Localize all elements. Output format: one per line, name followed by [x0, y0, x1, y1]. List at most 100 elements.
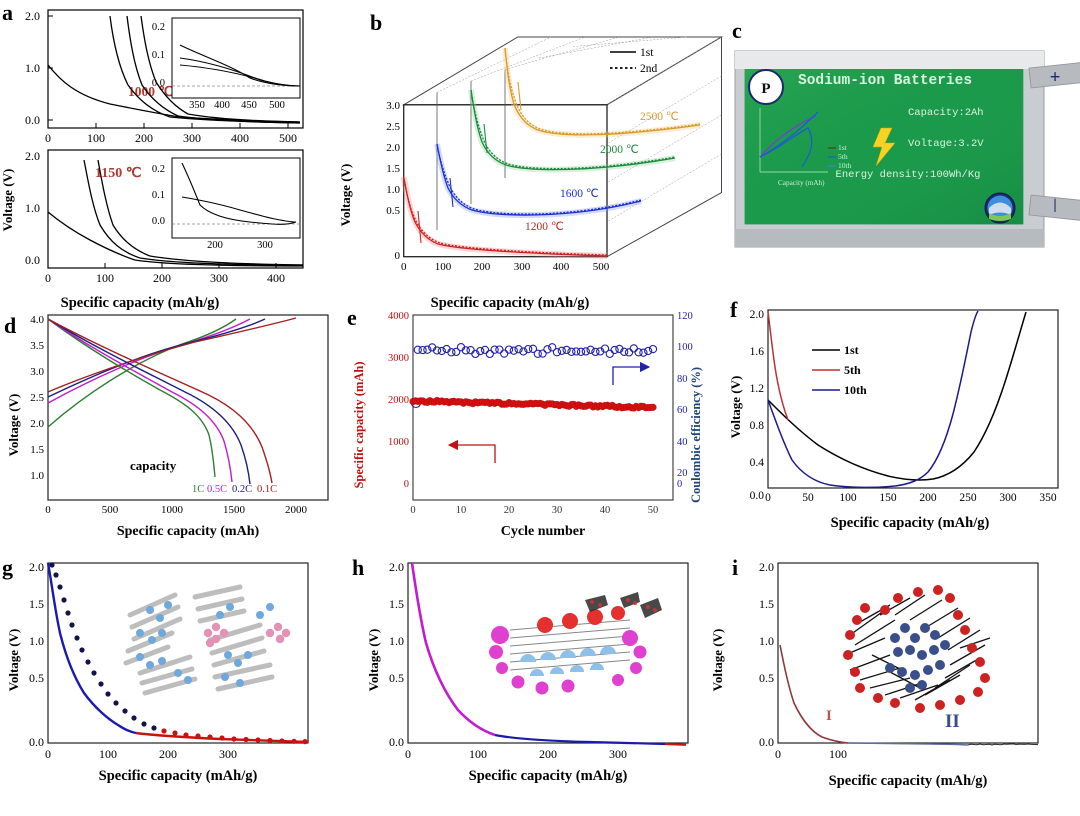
svg-text:Voltage (V): Voltage (V)	[730, 376, 743, 439]
svg-text:Coulombic efficiency (%): Coulombic efficiency (%)	[689, 367, 703, 503]
svg-text:d: d	[4, 313, 16, 338]
svg-text:0.5: 0.5	[759, 671, 774, 685]
svg-text:P: P	[761, 81, 770, 97]
svg-text:Energy density:100Wh/Kg: Energy density:100Wh/Kg	[836, 169, 981, 181]
svg-text:0.0: 0.0	[759, 735, 774, 749]
svg-text:2000: 2000	[388, 395, 409, 406]
svg-text:h: h	[352, 555, 364, 580]
svg-text:0: 0	[45, 504, 51, 516]
svg-text:1st: 1st	[844, 343, 859, 357]
svg-text:0: 0	[45, 747, 51, 761]
svg-text:100: 100	[435, 261, 452, 273]
svg-text:1.5: 1.5	[29, 597, 44, 611]
svg-text:Specific capacity (mAh/g): Specific capacity (mAh/g)	[431, 295, 590, 311]
svg-text:40: 40	[600, 505, 611, 516]
svg-text:200: 200	[474, 261, 491, 273]
svg-text:2.0: 2.0	[30, 418, 44, 430]
svg-text:400: 400	[553, 261, 570, 273]
svg-text:120: 120	[677, 311, 693, 322]
svg-text:0: 0	[405, 747, 411, 761]
svg-text:10th: 10th	[844, 383, 867, 397]
svg-text:20: 20	[677, 468, 688, 479]
svg-text:Sodium-ion Batteries: Sodium-ion Batteries	[798, 73, 972, 89]
svg-text:200: 200	[153, 271, 171, 285]
svg-text:0.4: 0.4	[750, 457, 765, 469]
svg-text:1st: 1st	[838, 143, 848, 152]
svg-text:400: 400	[267, 271, 285, 285]
svg-text:0.5: 0.5	[389, 671, 404, 685]
svg-text:Voltage (V): Voltage (V)	[6, 629, 21, 692]
svg-text:5th: 5th	[844, 363, 861, 377]
svg-text:1.0: 1.0	[389, 634, 404, 648]
svg-text:0: 0	[775, 747, 781, 761]
svg-text:60: 60	[677, 405, 688, 416]
svg-text:200: 200	[135, 131, 153, 145]
svg-text:+: +	[1050, 67, 1061, 88]
svg-text:0: 0	[45, 271, 51, 285]
svg-text:100: 100	[96, 271, 114, 285]
svg-text:0.2C: 0.2C	[232, 484, 252, 495]
svg-text:450: 450	[241, 100, 257, 111]
svg-text:200: 200	[919, 492, 937, 504]
svg-text:Capacity:2Ah: Capacity:2Ah	[908, 107, 984, 119]
svg-text:4.0: 4.0	[30, 314, 44, 326]
svg-text:1.0: 1.0	[25, 61, 40, 75]
svg-text:1.6: 1.6	[750, 346, 765, 358]
svg-text:1.0: 1.0	[25, 201, 40, 215]
svg-text:100: 100	[839, 492, 857, 504]
svg-text:500: 500	[279, 131, 297, 145]
svg-text:f: f	[730, 297, 738, 322]
svg-text:300: 300	[514, 261, 531, 273]
svg-text:Specific capacity (mAh/g): Specific capacity (mAh/g)	[99, 768, 258, 784]
svg-text:0.0: 0.0	[750, 490, 765, 502]
svg-text:0.0: 0.0	[29, 735, 44, 749]
svg-text:II: II	[945, 711, 960, 732]
svg-text:0: 0	[395, 250, 401, 262]
svg-text:3000: 3000	[388, 353, 409, 364]
svg-text:150: 150	[879, 492, 897, 504]
svg-text:g: g	[2, 555, 13, 580]
svg-text:0: 0	[677, 479, 682, 490]
svg-text:200: 200	[159, 747, 177, 761]
svg-text:1.5: 1.5	[389, 597, 404, 611]
svg-text:e: e	[347, 305, 357, 330]
svg-text:300: 300	[999, 492, 1017, 504]
svg-text:1.5: 1.5	[386, 163, 400, 175]
svg-text:Specific capacity (mAh/g): Specific capacity (mAh/g)	[829, 773, 988, 789]
svg-text:1600 ℃: 1600 ℃	[560, 188, 599, 200]
svg-text:3.5: 3.5	[30, 340, 44, 352]
svg-text:1.2: 1.2	[750, 383, 765, 395]
svg-text:Specific capacity (mAh): Specific capacity (mAh)	[117, 524, 260, 539]
svg-text:300: 300	[257, 240, 273, 251]
svg-text:2.0: 2.0	[29, 560, 44, 574]
svg-text:0.5C: 0.5C	[207, 484, 227, 495]
svg-text:i: i	[732, 555, 738, 580]
svg-text:Voltage (V): Voltage (V)	[6, 394, 21, 457]
svg-text:0.0: 0.0	[25, 113, 40, 127]
svg-text:Voltage (V): Voltage (V)	[710, 629, 725, 692]
svg-text:2nd: 2nd	[640, 63, 658, 75]
svg-text:Voltage:3.2V: Voltage:3.2V	[908, 138, 984, 150]
svg-text:2.5: 2.5	[30, 392, 44, 404]
svg-text:5th: 5th	[838, 152, 848, 161]
svg-text:1.0: 1.0	[29, 634, 44, 648]
svg-text:Voltage (V): Voltage (V)	[340, 164, 353, 227]
svg-text:80: 80	[677, 374, 688, 385]
svg-text:100: 100	[829, 747, 847, 761]
svg-text:300: 300	[609, 747, 627, 761]
svg-text:1.5: 1.5	[759, 597, 774, 611]
svg-text:c: c	[732, 18, 742, 43]
svg-text:400: 400	[214, 100, 230, 111]
svg-text:Specific capacity (mAh/g): Specific capacity (mAh/g)	[831, 515, 990, 531]
svg-text:1.0: 1.0	[30, 470, 44, 482]
svg-text:2.0: 2.0	[25, 149, 40, 163]
svg-text:0.2: 0.2	[152, 164, 165, 175]
svg-text:100: 100	[677, 342, 693, 353]
svg-text:2.0: 2.0	[25, 9, 40, 23]
svg-text:0.1C: 0.1C	[257, 484, 277, 495]
svg-text:500: 500	[593, 261, 610, 273]
svg-text:0.1: 0.1	[152, 190, 165, 201]
svg-text:300: 300	[219, 747, 237, 761]
svg-text:a: a	[2, 0, 13, 25]
svg-text:200: 200	[539, 747, 557, 761]
